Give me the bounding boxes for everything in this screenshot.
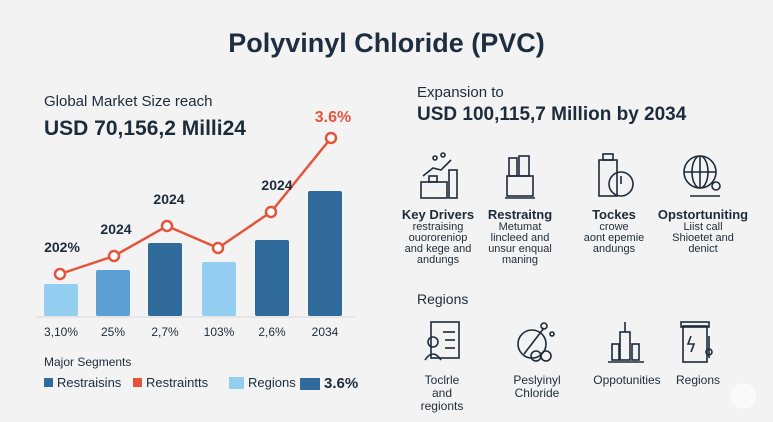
- x-tick-label: 25%: [101, 325, 125, 339]
- point-label: 202%: [44, 239, 80, 255]
- legend-label: Regions: [248, 375, 296, 390]
- legend-swatch: [133, 378, 142, 387]
- region-label: regionts: [420, 399, 464, 413]
- region-label: Peslyinyl: [513, 373, 561, 387]
- bar: [202, 262, 236, 316]
- region-label: Regions: [675, 373, 721, 387]
- driver-title: Restraitng: [487, 207, 553, 222]
- expansion-value: USD 100,115,7 Million by 2034: [417, 104, 687, 125]
- driver-text: and kege and: [404, 243, 472, 255]
- driver-text: Metumat: [498, 221, 542, 233]
- watermark-badge: [730, 383, 756, 409]
- driver-text: andungs: [416, 254, 460, 266]
- bar: [255, 240, 289, 316]
- legend-item: Restraintts: [133, 375, 208, 390]
- city-icon: [608, 322, 644, 363]
- line-point: [211, 241, 225, 255]
- driver-card: Opstortuniting Liist call Shioetet and deni…: [653, 152, 753, 255]
- region-item: Toclrle and regionts: [397, 318, 487, 413]
- legend-swatch: [44, 378, 53, 387]
- market-size-value: USD 70,156,2 Milli24: [44, 117, 246, 140]
- driver-title: Key Drivers: [401, 207, 475, 222]
- legend-label: Restraintts: [146, 375, 209, 390]
- point-label: 3.6%: [315, 109, 351, 126]
- page-title: Polyvinyl Chloride (PVC): [228, 28, 545, 58]
- legend-label: Restraisins: [57, 375, 122, 390]
- line-point: [160, 219, 174, 233]
- market-chart: 3,10% 25% 2,7% 103% 2,6% 2034 202% 2024 2024 2024…: [36, 109, 355, 339]
- line-point: [264, 205, 278, 219]
- x-tick-label: 2034: [312, 325, 339, 339]
- factory-growth-icon: [420, 152, 458, 199]
- industrial-plant-icon: [505, 155, 535, 199]
- legend-swatch: [229, 376, 244, 389]
- region-label: Toclrle: [424, 373, 460, 387]
- driver-text: Liist call: [683, 221, 723, 233]
- market-size-label: Global Market Size reach: [44, 93, 213, 110]
- line-point: [53, 267, 67, 281]
- driver-text: andungs: [592, 243, 636, 255]
- point-label: 2024: [153, 191, 184, 207]
- person-document-icon: [424, 321, 460, 361]
- legend-item: Regions: [229, 375, 296, 390]
- bar: [44, 284, 78, 316]
- region-label: Chloride: [514, 386, 560, 400]
- point-label: 2024: [261, 177, 292, 193]
- legend-item: Restraisins: [44, 375, 121, 390]
- molecule-icon: [517, 322, 555, 362]
- bar: [96, 270, 130, 316]
- driver-text: aont epemie: [583, 232, 645, 244]
- driver-text: unsur enqual: [488, 243, 552, 255]
- driver-text: crowe: [599, 221, 629, 233]
- driver-card: Key Drivers restraising ouororeniop and keg…: [388, 152, 488, 266]
- driver-text: restraising: [412, 221, 464, 233]
- legend-item: 3.6%: [300, 375, 358, 392]
- driver-text: denict: [688, 243, 718, 255]
- segments-title: Major Segments: [44, 355, 132, 369]
- point-label: 2024: [100, 221, 131, 237]
- driver-card: Restraitng Metumat lincleed and unsur enqua…: [470, 152, 570, 266]
- driver-text: lincleed and: [490, 232, 550, 244]
- bar: [308, 191, 342, 316]
- legend-swatch: [300, 377, 320, 390]
- region-item: Regions: [653, 318, 743, 387]
- region-label: and: [431, 386, 453, 400]
- driver-title: Tockes: [592, 207, 636, 222]
- expansion-label: Expansion to: [417, 84, 504, 101]
- clock-icon: [598, 153, 634, 197]
- growth-line: [59, 137, 332, 276]
- region-item: Peslyinyl Chloride: [492, 318, 582, 400]
- x-tick-label: 3,10%: [44, 325, 78, 339]
- regions-title: Regions: [417, 291, 469, 307]
- driver-card: Tockes crowe aont epemie andungs: [564, 152, 664, 255]
- driver-text: Shioetet and: [672, 232, 734, 244]
- x-tick-label: 2,7%: [151, 325, 179, 339]
- line-point: [107, 249, 121, 263]
- bar: [148, 243, 182, 316]
- power-panel-icon: [680, 321, 713, 363]
- x-tick-label: 103%: [204, 325, 235, 339]
- x-tick-label: 2,6%: [258, 325, 286, 339]
- driver-text: maning: [501, 254, 539, 266]
- driver-text: ouororeniop: [408, 232, 468, 244]
- region-label: Oppotunities: [593, 373, 661, 387]
- legend-label: 3.6%: [324, 375, 359, 392]
- driver-title: Opstortuniting: [657, 207, 749, 222]
- line-point: [324, 131, 338, 145]
- region-item: Oppotunities: [582, 318, 672, 387]
- globe-icon: [683, 155, 721, 197]
